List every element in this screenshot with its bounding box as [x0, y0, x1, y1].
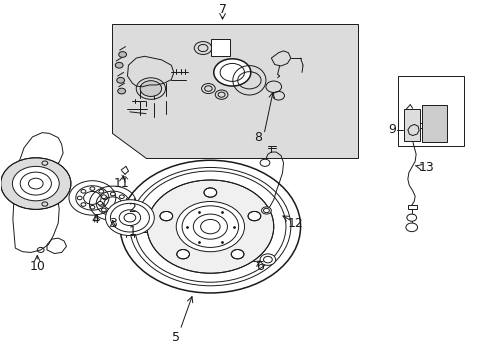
Circle shape — [99, 203, 103, 206]
Bar — [421, 105, 446, 142]
Text: 9: 9 — [387, 123, 395, 136]
Text: 4: 4 — [92, 213, 100, 226]
Circle shape — [406, 214, 416, 221]
Text: 13: 13 — [418, 161, 434, 174]
Text: 6: 6 — [256, 260, 264, 273]
Circle shape — [119, 51, 126, 57]
Bar — [397, 76, 463, 146]
Text: 1: 1 — [128, 225, 136, 238]
Text: 8: 8 — [253, 131, 261, 144]
Circle shape — [260, 254, 275, 265]
Circle shape — [203, 188, 216, 197]
Circle shape — [261, 207, 271, 214]
Text: 5: 5 — [172, 330, 180, 343]
Circle shape — [99, 190, 103, 193]
Circle shape — [247, 211, 260, 221]
Circle shape — [102, 196, 107, 200]
Bar — [211, 39, 229, 56]
Circle shape — [110, 192, 115, 196]
Circle shape — [77, 196, 82, 200]
Circle shape — [213, 59, 250, 86]
Circle shape — [12, 166, 59, 201]
Circle shape — [81, 190, 86, 193]
Circle shape — [115, 62, 123, 68]
Circle shape — [98, 202, 102, 205]
Text: 2: 2 — [128, 202, 136, 215]
Circle shape — [90, 206, 95, 209]
Text: 11: 11 — [114, 177, 129, 190]
Circle shape — [176, 202, 244, 252]
Circle shape — [81, 203, 86, 206]
Text: 3: 3 — [109, 216, 117, 230]
Circle shape — [110, 211, 115, 215]
Bar — [404, 109, 419, 141]
Circle shape — [123, 202, 128, 205]
Circle shape — [147, 180, 273, 273]
Circle shape — [119, 195, 124, 198]
Circle shape — [177, 249, 189, 259]
Circle shape — [405, 223, 417, 231]
Circle shape — [105, 200, 154, 235]
Circle shape — [101, 195, 106, 198]
Circle shape — [90, 187, 95, 190]
Text: 12: 12 — [287, 217, 303, 230]
Text: 10: 10 — [29, 260, 45, 273]
Circle shape — [101, 208, 106, 212]
Circle shape — [140, 81, 161, 96]
Circle shape — [160, 211, 172, 221]
Circle shape — [260, 159, 269, 166]
Circle shape — [119, 208, 124, 212]
Circle shape — [117, 77, 124, 83]
Text: 7: 7 — [218, 3, 226, 16]
Circle shape — [118, 88, 125, 94]
Circle shape — [231, 249, 244, 259]
Bar — [407, 205, 416, 210]
Circle shape — [0, 158, 71, 210]
Polygon shape — [112, 24, 357, 158]
